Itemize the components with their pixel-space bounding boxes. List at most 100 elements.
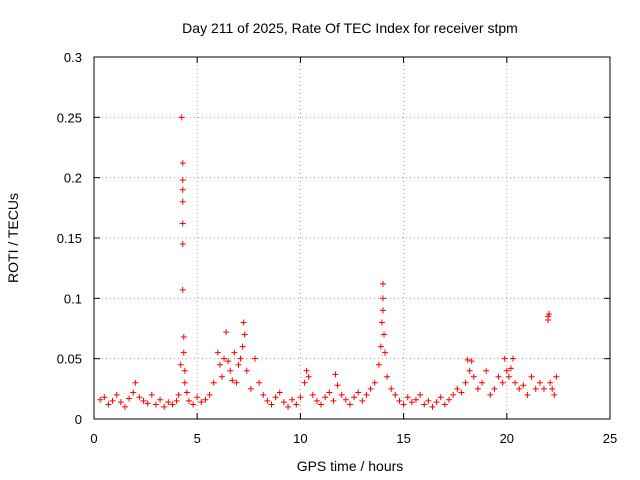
data-point: [161, 403, 168, 410]
data-point: [326, 389, 333, 396]
data-point: [179, 241, 186, 248]
data-point: [379, 307, 386, 314]
data-point: [247, 385, 254, 392]
data-point: [179, 177, 186, 184]
data-point: [198, 399, 205, 406]
data-point: [487, 391, 494, 398]
data-point: [363, 391, 370, 398]
data-point: [371, 379, 378, 386]
data-point: [384, 373, 391, 380]
data-point: [243, 367, 250, 374]
data-point: [235, 361, 242, 368]
y-tick-label: 0.3: [64, 50, 82, 65]
data-point: [400, 401, 407, 408]
data-point: [194, 394, 201, 401]
data-point: [464, 356, 471, 363]
data-point: [520, 382, 527, 389]
axis-ticks: 0 5 10 15 20 25 0 0.05 0.1 0.15 0.2 0.25 0.3: [57, 50, 618, 446]
data-point: [404, 394, 411, 401]
data-point: [117, 399, 124, 406]
data-point: [396, 397, 403, 404]
data-point: [441, 401, 448, 408]
data-point: [297, 394, 304, 401]
data-point: [121, 403, 128, 410]
data-point: [152, 401, 159, 408]
y-tick-label: 0.1: [64, 291, 82, 306]
data-point: [264, 397, 271, 404]
data-point: [379, 280, 386, 287]
data-point: [178, 114, 185, 121]
data-point: [179, 198, 186, 205]
data-point: [375, 361, 382, 368]
data-point: [509, 355, 516, 362]
data-point: [501, 355, 508, 362]
data-point: [216, 361, 223, 368]
y-tick-label: 0.25: [57, 110, 82, 125]
x-tick-label: 5: [194, 431, 201, 446]
data-point: [355, 389, 362, 396]
data-point: [272, 394, 279, 401]
data-point: [169, 401, 176, 408]
data-point: [466, 367, 473, 374]
data-point: [433, 399, 440, 406]
data-point: [547, 379, 554, 386]
data-point: [237, 355, 244, 362]
data-point: [318, 401, 325, 408]
data-point: [470, 373, 477, 380]
data-point: [179, 286, 186, 293]
data-point: [303, 367, 310, 374]
data-point: [285, 403, 292, 410]
data-point: [126, 395, 133, 402]
data-point: [132, 379, 139, 386]
chart-title: Day 211 of 2025, Rate Of TEC Index for r…: [182, 20, 518, 36]
data-point: [351, 394, 358, 401]
data-point: [367, 385, 374, 392]
data-point: [268, 401, 275, 408]
data-point: [173, 397, 180, 404]
data-point: [528, 373, 535, 380]
data-point: [425, 397, 432, 404]
data-point: [181, 367, 188, 374]
data-point: [380, 331, 387, 338]
data-point: [241, 331, 248, 338]
scatter-points: [97, 114, 560, 410]
x-tick-label: 0: [90, 431, 97, 446]
data-point: [309, 391, 316, 398]
data-point: [516, 385, 523, 392]
data-point: [330, 397, 337, 404]
y-axis-label: ROTI / TECUs: [5, 193, 21, 283]
data-point: [507, 365, 514, 372]
data-point: [458, 389, 465, 396]
data-point: [221, 355, 228, 362]
data-point: [175, 391, 182, 398]
data-point: [474, 385, 481, 392]
data-point: [239, 343, 246, 350]
data-point: [179, 186, 186, 193]
data-point: [130, 389, 137, 396]
data-point: [322, 394, 329, 401]
data-point: [157, 396, 164, 403]
data-point: [301, 379, 308, 386]
data-point: [377, 343, 384, 350]
data-point: [260, 391, 267, 398]
data-point: [148, 391, 155, 398]
data-point: [251, 355, 258, 362]
data-point: [512, 379, 519, 386]
data-point: [499, 379, 506, 386]
data-point: [503, 367, 510, 374]
data-point: [540, 385, 547, 392]
data-point: [109, 397, 116, 404]
y-tick-label: 0.2: [64, 171, 82, 186]
data-point: [359, 397, 366, 404]
data-point: [179, 220, 186, 227]
data-point: [183, 389, 190, 396]
data-point: [462, 379, 469, 386]
data-point: [113, 391, 120, 398]
data-point: [346, 401, 353, 408]
x-tick-label: 25: [603, 431, 617, 446]
data-point: [421, 401, 428, 408]
data-point: [218, 373, 225, 380]
data-point: [446, 396, 453, 403]
data-point: [313, 397, 320, 404]
